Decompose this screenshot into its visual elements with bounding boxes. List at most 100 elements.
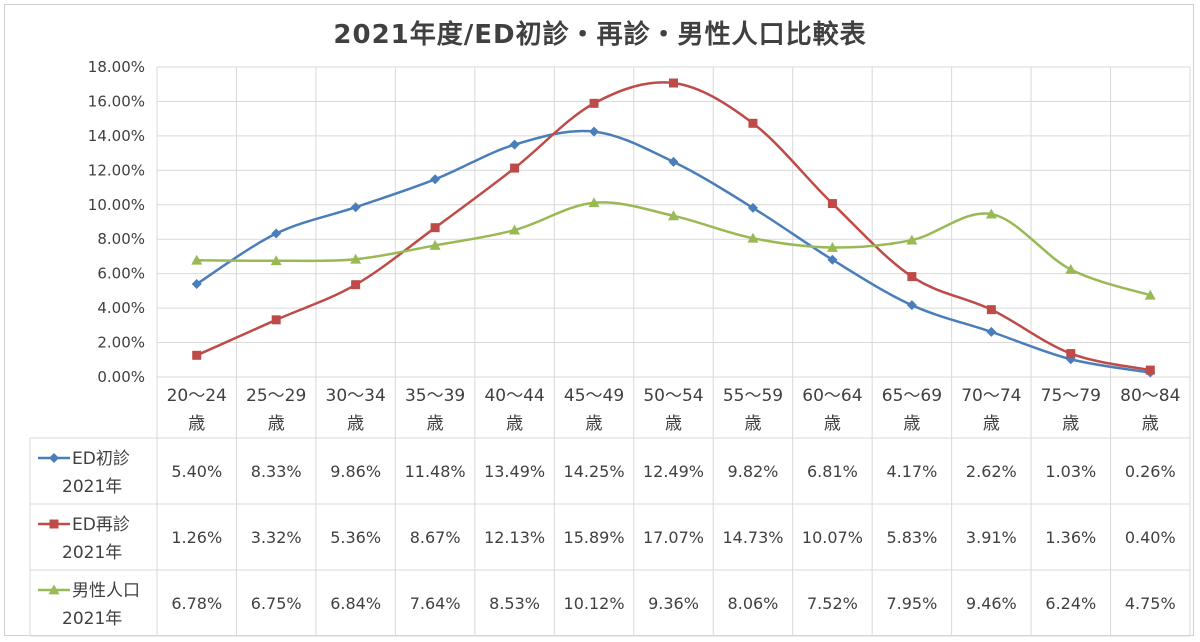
point-marker (986, 305, 996, 315)
table-cell: 3.32% (251, 528, 302, 547)
legend-label: 2021年 (62, 477, 122, 497)
y-axis: 0.00% 2.00% 4.00% 6.00% 8.00% 10.00% 12.00% 14.… (88, 58, 145, 386)
point-marker (270, 255, 282, 266)
table-cell: 14.73% (722, 528, 783, 547)
point-marker (48, 584, 60, 595)
category-label-line: 歳 (903, 414, 920, 434)
category-label-line: 歳 (1062, 414, 1079, 434)
category-label-line: 40～44 (484, 386, 544, 406)
point-marker (430, 223, 440, 233)
point-marker (509, 139, 520, 150)
table-cell: 8.67% (410, 528, 461, 547)
table-cell: 7.64% (410, 594, 461, 613)
point-marker (589, 98, 599, 108)
table-cell: 6.78% (171, 594, 222, 613)
category-label-line: 歳 (744, 414, 761, 434)
table-cell: 1.36% (1045, 528, 1096, 547)
point-marker (906, 234, 918, 245)
table-cell: 7.95% (886, 594, 937, 613)
category-label-line: 歳 (268, 414, 285, 434)
legend-label: 2021年 (62, 543, 122, 563)
point-marker (669, 78, 678, 88)
point-marker (510, 163, 520, 173)
series-2 (192, 78, 1155, 375)
point-marker (192, 350, 202, 360)
point-marker (1145, 365, 1155, 375)
point-marker (429, 239, 441, 250)
point-marker (747, 232, 759, 243)
legend-label: ED初診 (72, 449, 130, 469)
table-cell: 3.91% (966, 528, 1017, 547)
table-cell: 4.75% (1125, 594, 1176, 613)
table-cell: 9.36% (648, 594, 699, 613)
series-3 (191, 197, 1156, 300)
point-marker (430, 174, 441, 185)
point-marker (668, 210, 679, 221)
point-marker (826, 241, 838, 252)
point-marker (49, 453, 59, 463)
series-line (196, 129, 1151, 374)
category-label-line: 35～39 (405, 386, 465, 406)
gridlines (29, 66, 1191, 637)
category-label-line: 歳 (665, 414, 682, 434)
category-label-line: 歳 (1142, 414, 1159, 434)
category-label: 40～44 歳 (484, 386, 544, 434)
table-cell: 4.17% (886, 462, 937, 481)
category-label-line: 60～64 (802, 386, 862, 406)
table-cell: 14.25% (564, 462, 625, 481)
category-label-line: 55～59 (723, 386, 783, 406)
category-label-line: 歳 (347, 414, 364, 434)
category-label-line: 45～49 (564, 386, 624, 406)
point-marker (827, 199, 837, 209)
point-marker (986, 326, 997, 337)
point-marker (668, 156, 679, 167)
table-cell: 5.83% (886, 528, 937, 547)
category-label-line: 70～74 (961, 386, 1021, 406)
table-cell: 6.84% (330, 594, 381, 613)
legend-label: 男性人口 (72, 581, 140, 601)
chart-title: 2021年度/ED初診・再診・男性人口比較表 (333, 20, 867, 50)
category-label: 45～49 歳 (564, 386, 624, 434)
point-marker (747, 202, 758, 213)
point-marker (350, 202, 361, 213)
point-marker (907, 272, 917, 282)
category-label-line: 歳 (983, 414, 1000, 434)
series-lines (191, 78, 1156, 378)
data-table: 20～24 歳25～29 歳30～34 歳35～39 歳40～44 歳45～49 歳50～5… (38, 386, 1180, 629)
point-marker (906, 300, 917, 311)
point-marker (1066, 349, 1076, 359)
y-tick-label: 6.00% (97, 265, 145, 283)
legend-label: 2021年 (62, 609, 122, 629)
table-cell: 10.07% (802, 528, 863, 547)
category-label-line: 25～29 (246, 386, 306, 406)
table-cell: 12.49% (643, 462, 704, 481)
category-label: 55～59 歳 (723, 386, 783, 434)
table-cell: 7.52% (807, 594, 858, 613)
point-marker (588, 197, 600, 208)
table-cell: 15.89% (564, 528, 625, 547)
point-marker (49, 519, 59, 529)
table-cell: 5.40% (171, 462, 222, 481)
y-tick-label: 12.00% (88, 161, 145, 179)
table-cell: 9.46% (966, 594, 1017, 613)
category-label-line: 80～84 (1120, 386, 1180, 406)
category-label-line: 65～69 (882, 386, 942, 406)
point-marker (985, 208, 997, 219)
table-cell: 5.36% (330, 528, 381, 547)
category-label-line: 歳 (427, 414, 444, 434)
y-tick-label: 18.00% (88, 58, 145, 76)
table-cell: 6.24% (1045, 594, 1096, 613)
table-cell: 0.26% (1125, 462, 1176, 481)
category-label-line: 20～24 (167, 386, 227, 406)
table-cell: 11.48% (405, 462, 466, 481)
category-label-line: 歳 (586, 414, 603, 434)
table-cell: 8.53% (489, 594, 540, 613)
table-cell: 8.33% (251, 462, 302, 481)
point-marker (350, 253, 362, 264)
y-tick-label: 0.00% (97, 368, 145, 386)
category-label: 75～79 歳 (1041, 386, 1101, 434)
series-1 (191, 126, 1156, 378)
point-marker (191, 254, 203, 265)
table-cell: 12.13% (484, 528, 545, 547)
